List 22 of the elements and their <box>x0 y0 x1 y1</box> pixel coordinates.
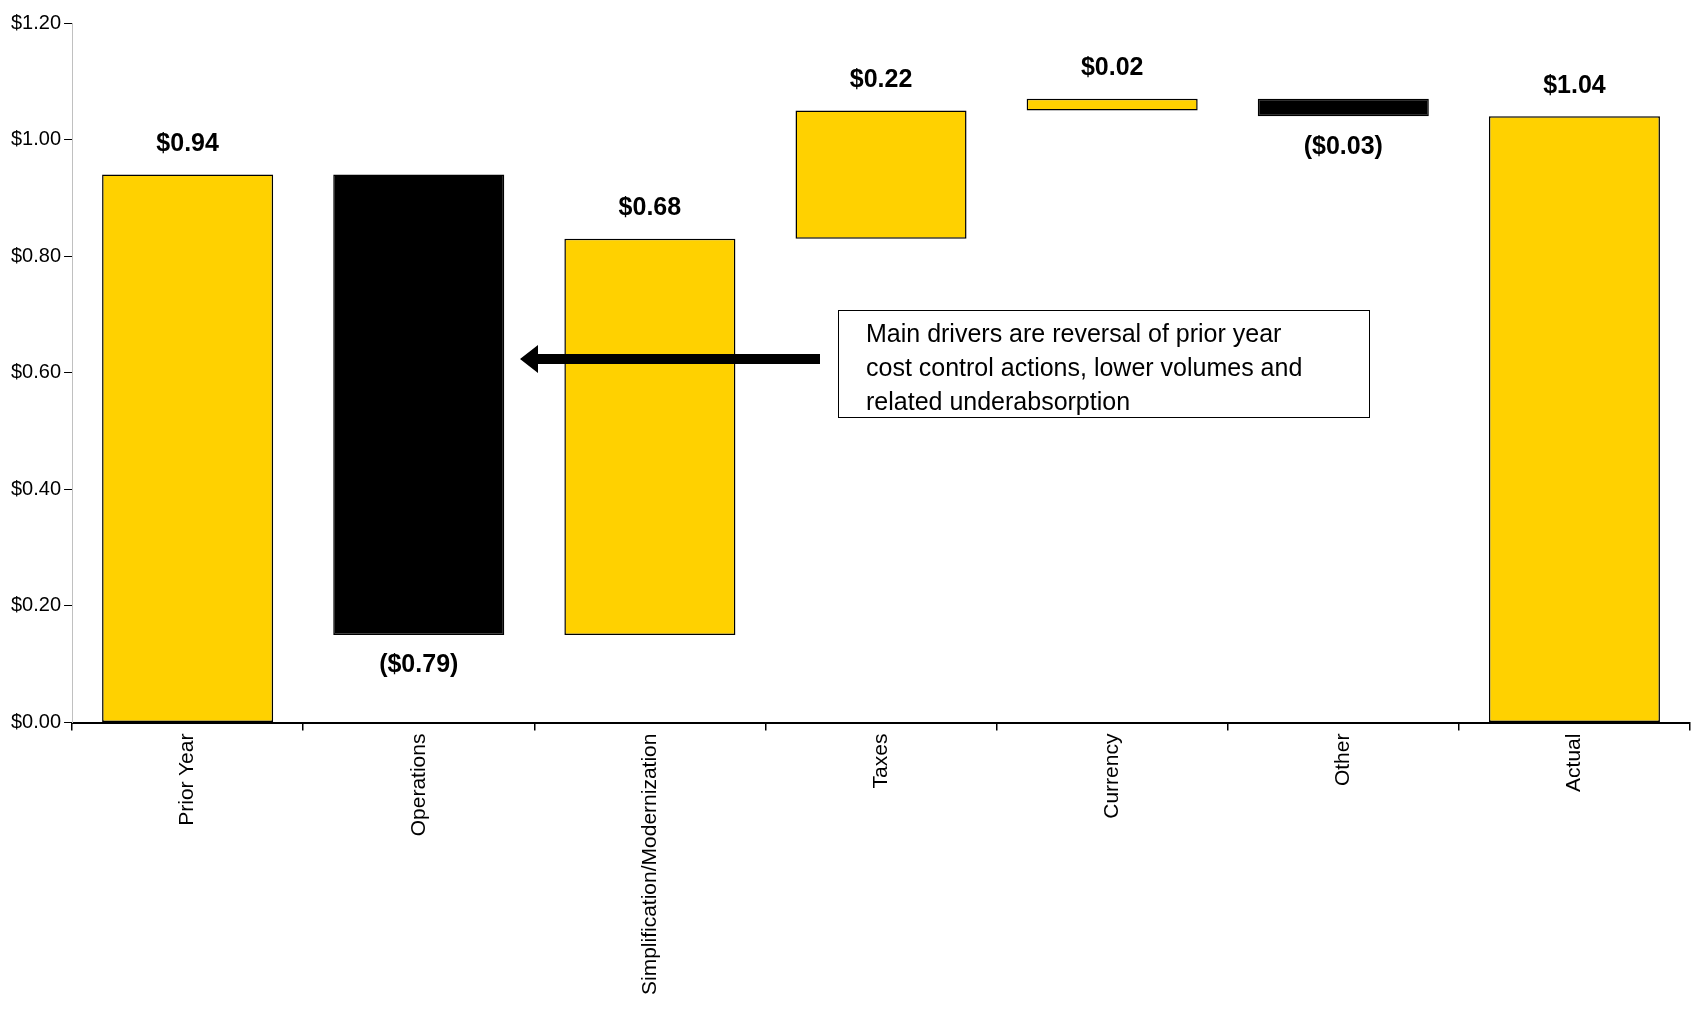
data-label: $0.94 <box>156 127 219 156</box>
data-label: ($0.79) <box>379 649 459 678</box>
x-tick-label: Currency <box>1098 733 1122 819</box>
y-tick-label: $0.40 <box>10 476 62 499</box>
x-tick-label: Actual <box>1561 733 1585 792</box>
x-tick-label: Other <box>1330 733 1354 787</box>
y-tick-label: $1.00 <box>10 127 62 150</box>
y-tick-label: $0.60 <box>10 360 62 383</box>
data-label: $0.68 <box>618 192 682 221</box>
data-label: $0.22 <box>849 63 913 92</box>
data-label: $1.04 <box>1543 69 1606 98</box>
y-tick-label: $0.80 <box>10 243 62 266</box>
x-tick-label: Taxes <box>867 733 891 789</box>
data-label: $0.02 <box>1080 52 1144 81</box>
y-tick-label: $0.20 <box>10 593 62 616</box>
x-tick-label: Prior Year <box>174 733 198 826</box>
x-tick-label: Operations <box>405 733 429 837</box>
data-label: ($0.03) <box>1303 130 1383 159</box>
y-tick-label: $0.00 <box>10 710 62 733</box>
x-tick-label: Simplification/Modernization <box>636 733 660 996</box>
annotation: Main drivers are reversal of prior year cost control actions, lower volumes and related underabsorption <box>866 318 1304 417</box>
y-tick-label: $1.20 <box>10 10 62 33</box>
